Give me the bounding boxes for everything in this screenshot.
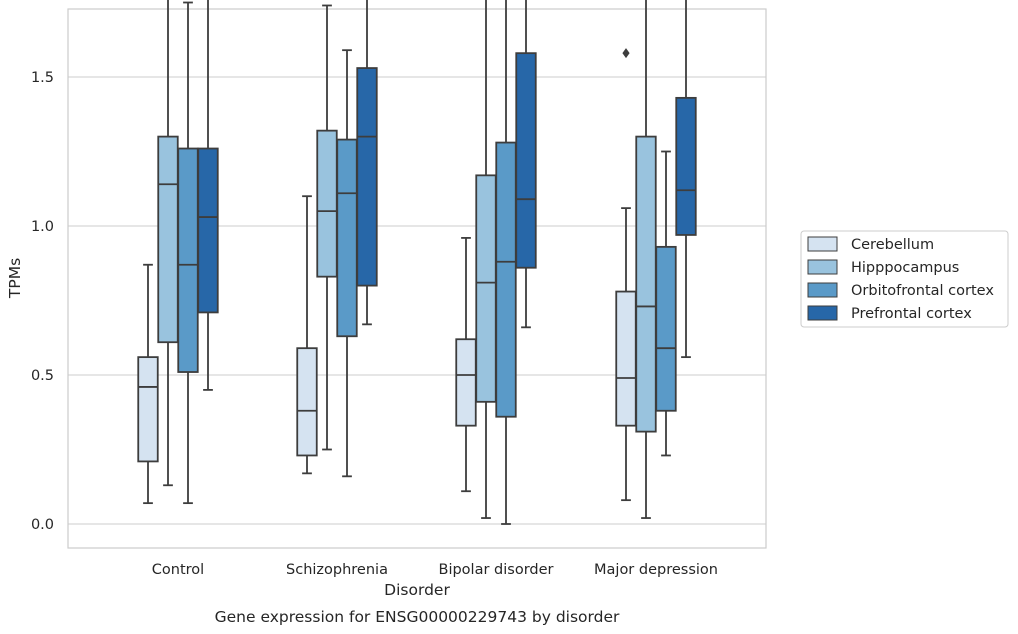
- iqr-box: [475, 174, 497, 403]
- y-tick-label: 0.5: [31, 368, 54, 384]
- legend: Cerebellum Hipppocampus Orbitofrontal cort…: [800, 230, 1009, 328]
- iqr-box: [615, 290, 637, 427]
- iqr-box: [197, 147, 219, 314]
- iqr-box: [455, 338, 477, 427]
- iqr-box: [157, 135, 179, 344]
- box-hipppocampus: [316, 4, 338, 451]
- legend-frame: [800, 230, 1009, 328]
- box-orbitofrontal-cortex: [336, 49, 358, 478]
- box-orbitofrontal-cortex: [177, 1, 199, 505]
- x-axis-label: Disorder: [384, 581, 450, 599]
- legend-label: Cerebellum: [851, 237, 934, 253]
- plot-frame: [67, 8, 767, 549]
- box-hipppocampus: [475, 0, 497, 519]
- box-orbitofrontal-cortex: [655, 150, 677, 457]
- outlier-point: [622, 48, 630, 59]
- x-tick-label: Major depression: [594, 562, 718, 578]
- y-tick-label: 1.0: [31, 219, 54, 235]
- box-orbitofrontal-cortex: [495, 0, 517, 525]
- box-cerebellum: [137, 263, 159, 505]
- x-tick-label: Bipolar disorder: [439, 562, 554, 578]
- y-tick-label: 0.0: [31, 517, 54, 533]
- legend-swatch: [807, 259, 838, 275]
- iqr-box: [316, 129, 338, 278]
- legend-label: Prefrontal cortex: [851, 306, 972, 322]
- box-cerebellum: [455, 237, 477, 493]
- iqr-box: [675, 96, 697, 236]
- box-cerebellum: [296, 195, 318, 475]
- plot-border: [67, 8, 767, 549]
- legend-swatch: [807, 282, 838, 298]
- box-hipppocampus: [157, 0, 179, 487]
- box-prefrontal-cortex: [675, 0, 697, 359]
- legend-swatch: [807, 305, 838, 321]
- y-axis-label: TPMs: [6, 258, 24, 299]
- box-hipppocampus: [635, 0, 657, 519]
- iqr-box: [177, 147, 199, 373]
- legend-label: Orbitofrontal cortex: [851, 283, 994, 299]
- box-prefrontal-cortex: [356, 0, 378, 326]
- iqr-box: [336, 138, 358, 338]
- x-tick-label: Control: [152, 562, 204, 578]
- iqr-box: [296, 347, 318, 457]
- iqr-box: [635, 135, 657, 433]
- box-prefrontal-cortex: [197, 0, 219, 391]
- figure-caption: Gene expression for ENSG00000229743 by d…: [215, 608, 620, 626]
- legend-label: Hipppocampus: [851, 260, 959, 276]
- x-tick-label: Schizophrenia: [286, 562, 388, 578]
- iqr-box: [137, 356, 159, 463]
- box-prefrontal-cortex: [515, 0, 537, 329]
- legend-swatch: [807, 236, 838, 252]
- y-tick-label: 1.5: [31, 70, 54, 86]
- iqr-box: [515, 52, 537, 269]
- iqr-box: [495, 141, 517, 418]
- iqr-box: [356, 67, 378, 287]
- box-cerebellum: [615, 48, 637, 502]
- boxes: [137, 0, 697, 525]
- tick-labels: 0.00.51.01.52.02.53.0ControlSchizophreni…: [31, 70, 718, 578]
- iqr-box: [655, 245, 677, 412]
